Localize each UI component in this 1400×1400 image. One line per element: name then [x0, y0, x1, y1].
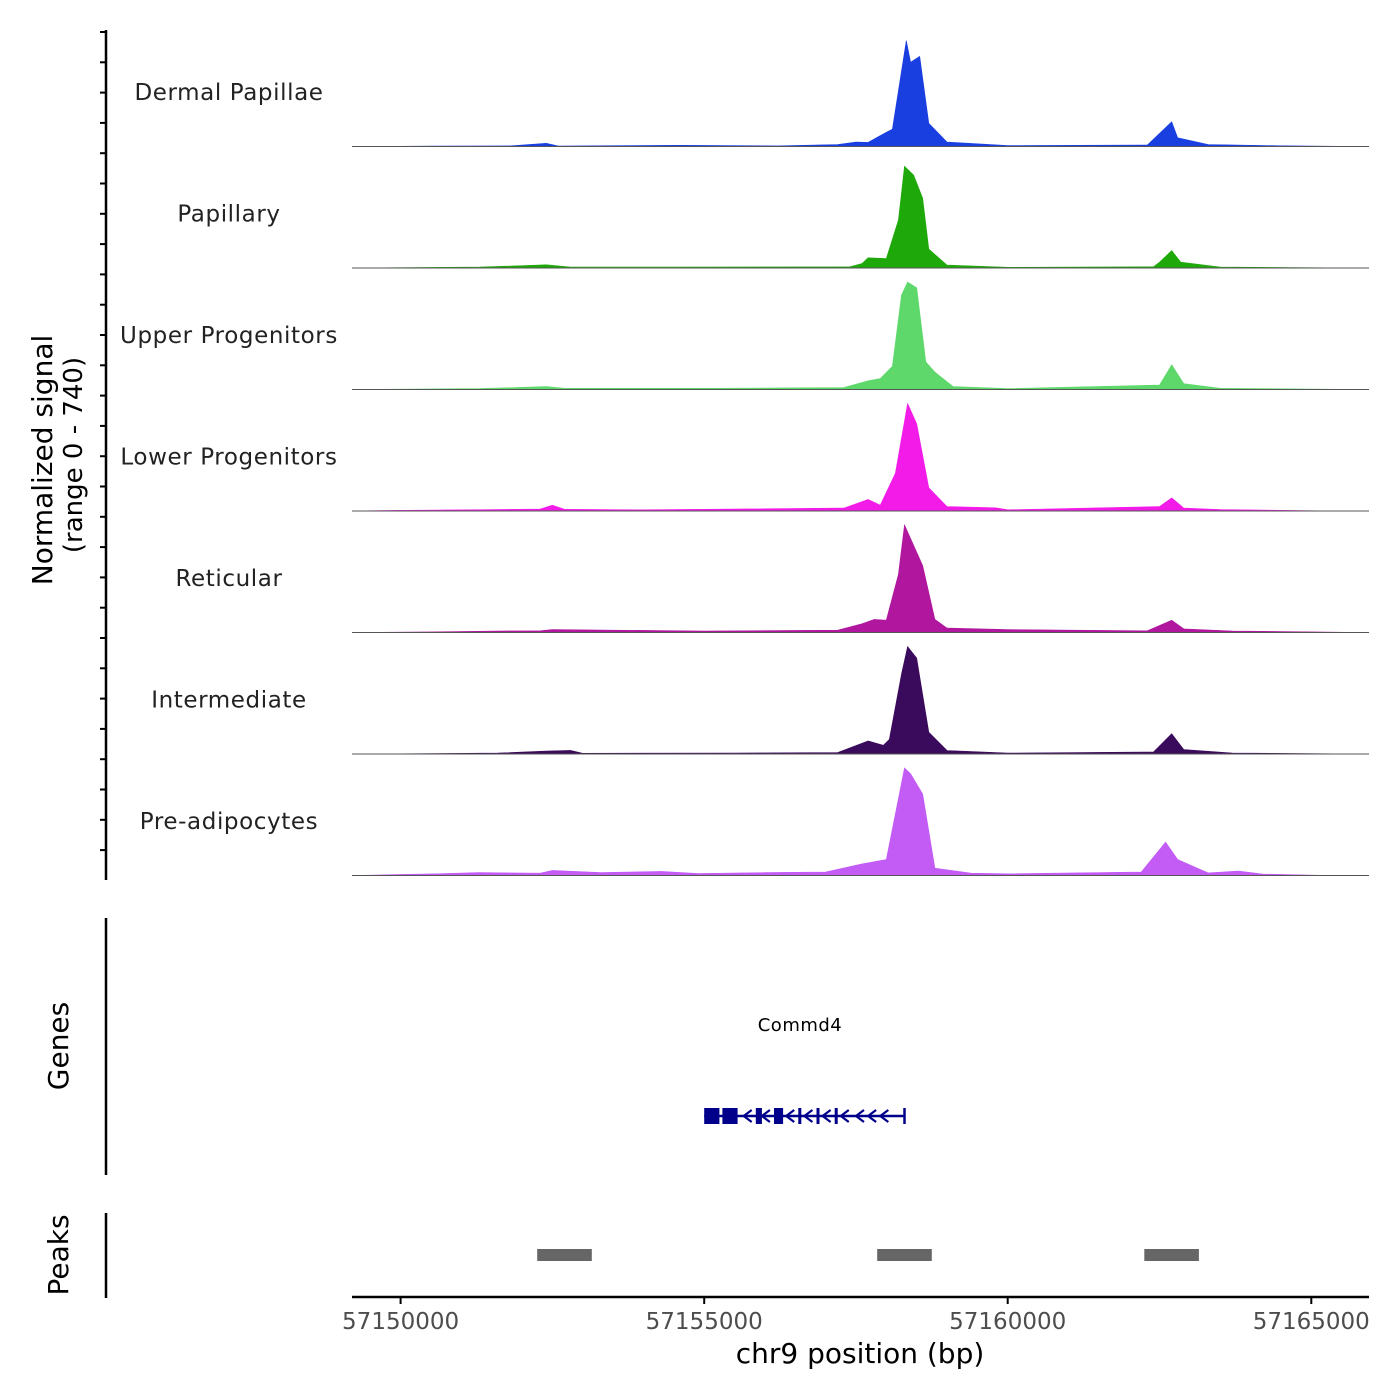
gene-track: Commd4 [704, 1015, 906, 1124]
x-axis-label: chr9 position (bp) [736, 1337, 985, 1370]
signal-axis-label: Normalized signal [26, 335, 59, 586]
strand-arrow [878, 1109, 889, 1123]
peak-region [877, 1249, 932, 1261]
signal-area [351, 402, 1366, 512]
track-lower-progenitors: Lower Progenitors [120, 402, 1369, 512]
strand-arrow [854, 1109, 865, 1123]
genes-axis-label: Genes [42, 1002, 75, 1090]
peak-track [537, 1249, 1199, 1261]
track-label: Lower Progenitors [120, 445, 337, 471]
track-label: Dermal Papillae [134, 80, 323, 106]
gene-exon [816, 1108, 820, 1124]
track-label: Papillary [177, 202, 280, 228]
strand-arrow [784, 1109, 795, 1123]
peaks-axis-label: Peaks [42, 1214, 75, 1295]
signal-area [351, 523, 1367, 633]
x-tick-label: 57150000 [342, 1309, 459, 1335]
track-label: Pre-adipocytes [140, 809, 318, 835]
track-reticular: Reticular [175, 523, 1369, 633]
strand-arrow [741, 1109, 753, 1123]
track-dermal-papillae: Dermal Papillae [134, 40, 1369, 147]
signal-area [351, 165, 1367, 269]
signal-area [351, 767, 1366, 876]
gene-exon [774, 1108, 784, 1124]
signal-axis-ticks [100, 31, 106, 852]
strand-arrow [820, 1109, 832, 1123]
track-intermediate: Intermediate [151, 645, 1369, 755]
peak-region [537, 1249, 592, 1261]
strand-arrow [760, 1109, 771, 1123]
signal-axis-label-range: (range 0 - 740) [59, 357, 89, 553]
gene-exon [704, 1108, 720, 1124]
gene-exon [755, 1108, 762, 1124]
peak-region [1144, 1249, 1199, 1261]
signal-area [351, 645, 1367, 755]
gene-exon [834, 1108, 838, 1124]
track-pre-adipocytes: Pre-adipocytes [140, 767, 1369, 876]
strand-arrow [866, 1109, 877, 1123]
x-tick-label: 57165000 [1253, 1309, 1370, 1335]
gene-label: Commd4 [758, 1015, 843, 1036]
signal-tracks: Dermal Papillae Papillary Upper Progenitor… [120, 40, 1369, 876]
track-papillary: Papillary [177, 165, 1369, 269]
track-label: Intermediate [151, 688, 307, 714]
strand-arrow [802, 1109, 814, 1123]
signal-area [351, 281, 1367, 390]
track-upper-progenitors: Upper Progenitors [120, 281, 1369, 390]
strand-arrow [838, 1109, 850, 1123]
gene-exon [798, 1108, 802, 1124]
track-label: Upper Progenitors [120, 323, 338, 349]
gene-exon [722, 1108, 738, 1124]
track-label: Reticular [175, 566, 282, 592]
x-tick-label: 57160000 [949, 1309, 1066, 1335]
signal-area [351, 40, 1367, 147]
x-tick-label: 57155000 [646, 1309, 763, 1335]
x-axis-ticks: 57150000 57155000 57160000 57165000 [342, 1297, 1370, 1335]
